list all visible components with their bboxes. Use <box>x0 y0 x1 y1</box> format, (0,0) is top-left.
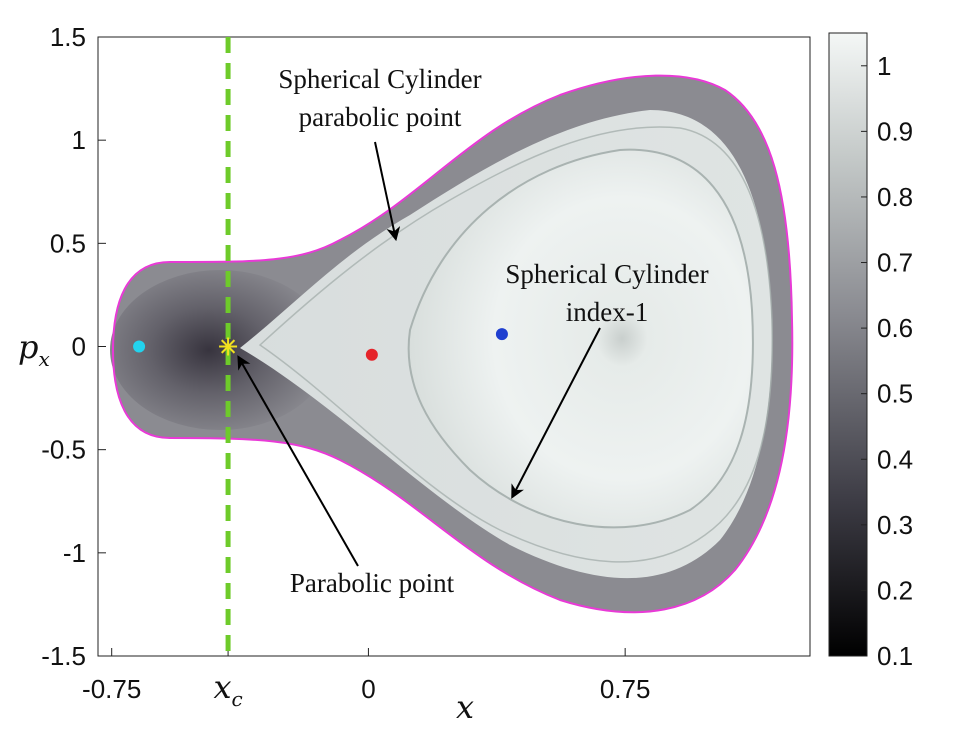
y-tick-label: -0.5 <box>41 435 86 465</box>
annotation-arrow <box>237 355 359 567</box>
colorbar-tick-label: 0.1 <box>877 641 913 671</box>
colorbar-tick-label: 0.2 <box>877 575 913 605</box>
colorbar-tick-label: 0.5 <box>877 379 913 409</box>
critical-point-star <box>219 337 238 356</box>
annotation-text: Spherical Cylinder <box>278 64 481 94</box>
annotation-text: Parabolic point <box>290 568 455 598</box>
x-tick-label: -0.75 <box>82 674 141 704</box>
colorbar-tick-label: 0.7 <box>877 248 913 278</box>
annotation-text: index-1 <box>566 297 648 327</box>
data-points <box>133 328 508 361</box>
annotation-text: Spherical Cylinder <box>505 259 708 289</box>
y-tick-label: 1.5 <box>50 22 86 52</box>
y-tick-label: -1 <box>63 538 86 568</box>
boundary-curve <box>111 74 794 614</box>
colorbar-tick-label: 0.9 <box>877 116 913 146</box>
x-tick-label: 0.75 <box>600 674 651 704</box>
y-tick-label: -1.5 <box>41 641 86 671</box>
annotation-arrows <box>237 141 601 567</box>
colorbar-tick-label: 0.6 <box>877 313 913 343</box>
data-point <box>133 340 146 353</box>
y-tick-label: 0.5 <box>50 228 86 258</box>
colorbar-tick-label: 1 <box>877 51 891 81</box>
annotations: Spherical Cylinder parabolic point Spheric… <box>278 64 708 598</box>
inner-lobe <box>407 148 754 529</box>
outer-thin-contour <box>258 126 774 563</box>
heatmap-region <box>110 74 794 614</box>
colorbar-tick-label: 0.3 <box>877 510 913 540</box>
y-ticks: 1.5 1 0.5 0 -0.5 -1 -1.5 <box>41 22 106 671</box>
y-axis-label: px <box>18 328 50 371</box>
y-tick-label: 1 <box>72 125 86 155</box>
x-tick-label: 0 <box>361 674 375 704</box>
annotation-text: parabolic point <box>299 102 462 132</box>
x-ticks: -0.75 xc 0 0.75 <box>82 648 650 711</box>
y-tick-label: 0 <box>72 332 86 362</box>
data-point <box>365 348 378 361</box>
colorbar-ticks: 1 0.9 0.8 0.7 0.6 0.5 0.4 0.3 0.2 0.1 <box>861 51 913 671</box>
annotation-arrow <box>374 141 401 242</box>
colorbar <box>828 32 868 657</box>
x-axis-label: x <box>456 688 474 726</box>
dark-neck-region <box>110 270 330 430</box>
x-tick-label: xc <box>213 668 242 711</box>
colorbar-tick-label: 0.8 <box>877 182 913 212</box>
data-point <box>495 328 508 341</box>
annotation-arrow <box>511 327 601 499</box>
colorbar-tick-label: 0.4 <box>877 444 913 474</box>
